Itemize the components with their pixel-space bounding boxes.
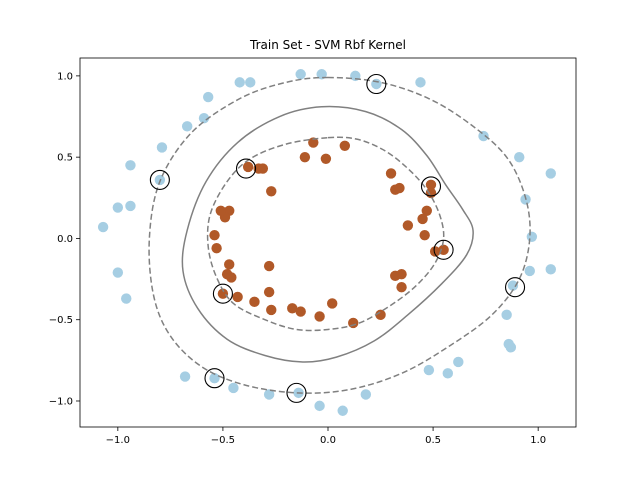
x-tick-label: −1.0: [106, 435, 130, 446]
class-1-point: [320, 153, 332, 164]
class-1-point: [394, 182, 405, 194]
support-vector-marker: [505, 277, 526, 298]
y-tick-label: −0.5: [49, 315, 73, 326]
class-1-point: [211, 242, 222, 254]
class-1-point: [417, 213, 428, 225]
class-0-point: [507, 280, 519, 291]
class-1-point: [263, 260, 275, 272]
class-1-point: [402, 220, 414, 231]
class-0-point: [245, 77, 256, 88]
class-0-point: [415, 77, 426, 88]
support-vector-marker: [212, 283, 233, 304]
class-0-point: [337, 405, 348, 416]
margin-contour: [148, 76, 531, 394]
class-1-point: [249, 296, 260, 308]
class-1-point: [339, 140, 351, 151]
class-0-point: [97, 221, 109, 233]
class-0-point: [179, 371, 191, 382]
class-0-point: [453, 356, 464, 368]
class-0-point: [524, 265, 535, 277]
class-0-point: [112, 267, 124, 278]
class-0-point: [125, 200, 136, 212]
class-1-point: [421, 205, 432, 217]
x-tick-label: 0.0: [320, 435, 336, 446]
y-tick-label: 0.0: [57, 234, 73, 245]
decision-boundary: [181, 105, 474, 363]
class-0-point: [295, 69, 306, 80]
class-1-point: [217, 288, 229, 299]
axis-ticks: −1.0 −0.5 0.0 0.5 1.0 −1.0 −0.5 0.0 0.5 1.0: [49, 71, 546, 446]
class-1-point: [314, 311, 325, 322]
y-tick-label: 1.0: [57, 71, 73, 82]
class-1-point: [385, 168, 397, 179]
class-0-point: [526, 231, 538, 243]
class-0-point: [209, 373, 220, 384]
class-1-point: [287, 303, 298, 314]
y-tick-label: 0.5: [57, 153, 73, 164]
class-0-point: [501, 309, 512, 321]
class-1-point: [266, 186, 277, 197]
class-1-point: [425, 179, 437, 190]
support-vector-marker: [433, 239, 454, 260]
margin-contour: [206, 136, 445, 332]
support-vector-marker: [366, 73, 387, 95]
class-1-point: [232, 291, 243, 303]
class-1-point: [295, 306, 306, 317]
class-0-point: [112, 202, 124, 213]
class-1-point: [215, 205, 227, 217]
class-0-point: [442, 368, 453, 379]
class-0-point: [314, 400, 325, 412]
support-vector-marker: [235, 158, 257, 179]
class-0-point: [478, 130, 489, 142]
class-1-point: [396, 268, 407, 280]
class-0-point: [360, 389, 372, 400]
class-1-point: [419, 229, 430, 241]
x-tick-label: 0.5: [425, 435, 441, 446]
support-vector-marker: [149, 169, 170, 190]
chart-title: Train Set - SVM Rbf Kernel: [249, 38, 406, 52]
class-0-point: [234, 77, 245, 88]
class-0-point: [156, 142, 168, 153]
class-0-point: [121, 293, 132, 304]
class-1-point: [224, 259, 235, 270]
class-0-point: [181, 121, 193, 132]
y-tick-label: −1.0: [49, 396, 73, 407]
class-0-point: [198, 112, 210, 124]
class-1-point: [429, 246, 441, 257]
class-0-point: [263, 389, 275, 400]
support-vector-marker: [204, 368, 225, 389]
support-vector-marker: [286, 382, 307, 403]
class-1-point: [396, 282, 407, 293]
x-tick-label: 1.0: [530, 435, 546, 446]
support-vector-marker: [420, 176, 442, 197]
class-0-point: [545, 264, 556, 275]
class-1-point: [226, 272, 237, 283]
class-1-point: [425, 187, 437, 199]
class-1-point: [308, 137, 319, 148]
class-1-point: [263, 286, 275, 298]
class-1-point: [348, 317, 359, 329]
class-0-point: [514, 151, 525, 163]
class-0-point: [125, 160, 136, 171]
plot-area: [97, 69, 556, 416]
class-1-point: [327, 298, 338, 309]
axes-frame: [79, 57, 577, 428]
class-0-point: [228, 382, 239, 394]
class-0-point: [371, 78, 382, 90]
class-1-point: [209, 229, 220, 241]
class-1-point: [266, 304, 277, 316]
class-0-point: [505, 342, 517, 353]
class-1-point: [299, 151, 311, 163]
x-tick-label: −0.5: [211, 435, 235, 446]
class-1-point: [257, 163, 269, 174]
class-1-point: [242, 161, 254, 173]
class-0-point: [545, 168, 556, 179]
class-0-point: [423, 364, 435, 376]
class-0-point: [203, 91, 214, 103]
class-1-point: [375, 309, 386, 321]
